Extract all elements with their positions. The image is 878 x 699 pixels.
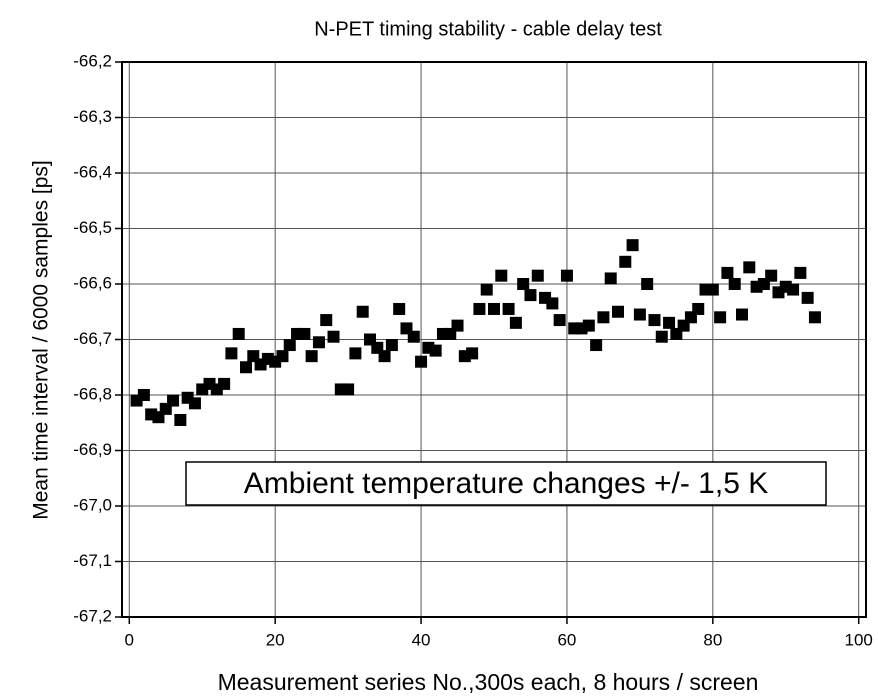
point [466, 347, 479, 360]
plot-frame [121, 61, 867, 618]
point [590, 339, 603, 352]
point [356, 305, 369, 318]
point [663, 316, 676, 329]
point [582, 319, 595, 332]
point [524, 289, 537, 302]
y-tick-label: -67,0 [73, 495, 112, 514]
point [349, 347, 362, 360]
x-tick-label: 0 [125, 630, 134, 649]
point [560, 269, 573, 282]
x-tick-label: 80 [703, 630, 722, 649]
point [495, 269, 508, 282]
point [320, 314, 333, 327]
point [232, 327, 245, 340]
point [240, 361, 252, 374]
point [714, 311, 727, 324]
point [604, 272, 617, 285]
y-tick-label: -66,5 [73, 218, 112, 237]
point [298, 327, 311, 340]
point [312, 336, 325, 349]
point [808, 311, 821, 324]
point [597, 311, 610, 324]
point [619, 255, 632, 268]
annotation-box [185, 461, 827, 506]
point [488, 302, 500, 315]
point [473, 302, 486, 315]
chart-title: N-PET timing stability - cable delay tes… [314, 18, 662, 40]
point [174, 413, 187, 426]
x-tick-label: 100 [845, 630, 873, 649]
y-tick-label: -66,2 [73, 51, 112, 70]
point [502, 302, 515, 315]
point [765, 269, 778, 282]
point [407, 330, 420, 343]
point [706, 283, 719, 296]
point [167, 394, 180, 407]
y-tick-label: -67,1 [73, 551, 112, 570]
point [451, 319, 464, 332]
point [531, 269, 544, 282]
point [626, 239, 639, 252]
point [736, 308, 748, 321]
point [509, 316, 522, 329]
point [633, 308, 646, 321]
point [612, 305, 624, 318]
y-tick-label: -66,6 [73, 273, 112, 292]
point [787, 283, 800, 296]
point [188, 397, 201, 410]
point [728, 278, 741, 290]
point [546, 297, 559, 310]
y-tick-label: -66,4 [73, 162, 112, 181]
y-tick-label: -66,3 [73, 107, 112, 126]
x-tick-label: 40 [412, 630, 431, 649]
point [225, 347, 238, 360]
point [137, 389, 150, 401]
point [655, 330, 668, 343]
point [794, 266, 807, 279]
x-tick-label: 20 [266, 630, 285, 649]
point [305, 350, 318, 363]
point [393, 302, 406, 315]
point [276, 350, 289, 363]
point [801, 291, 814, 304]
point [385, 339, 398, 352]
y-tick-label: -66,8 [73, 384, 112, 403]
point [378, 350, 391, 363]
point [415, 355, 428, 368]
point [480, 283, 493, 296]
annotation: Ambient temperature changes +/- 1,5 K [244, 467, 768, 500]
y-axis-label: Mean time interval / 6000 samples [ps] [30, 160, 53, 520]
y-tick-label: -66,7 [73, 329, 112, 348]
point [743, 261, 756, 274]
y-tick-label: -66,9 [73, 440, 112, 459]
point [283, 339, 296, 352]
point [342, 383, 355, 396]
point [648, 314, 661, 327]
y-tick-label: -67,2 [73, 606, 112, 625]
point [327, 330, 340, 343]
point [692, 302, 705, 315]
point [429, 344, 442, 357]
point [721, 266, 734, 279]
point [517, 278, 530, 290]
x-tick-label: 60 [557, 630, 576, 649]
x-axis-label: Measurement series No.,300s each, 8 hour… [218, 669, 759, 695]
point [641, 278, 654, 290]
point [218, 377, 231, 390]
point [553, 314, 566, 327]
